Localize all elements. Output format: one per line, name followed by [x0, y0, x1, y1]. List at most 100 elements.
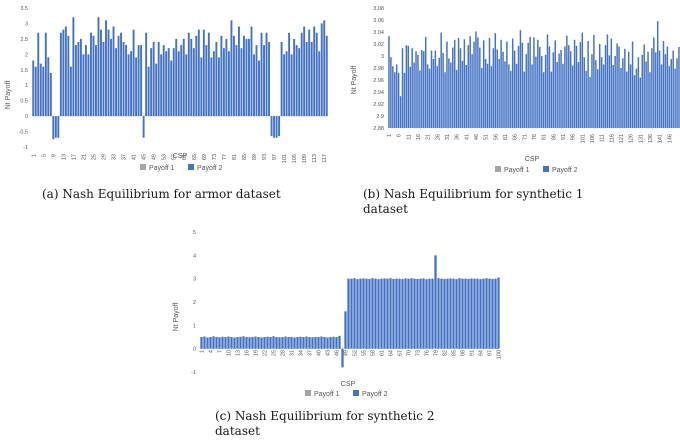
x-tick-label: 29 [101, 154, 107, 160]
x-tick-label: 146 [667, 134, 673, 143]
bar-payoff-2 [280, 41, 283, 117]
bar-payoff-2 [313, 26, 316, 117]
bar-payoff-2 [356, 279, 359, 349]
bars [200, 255, 500, 368]
bar-payoff-2 [170, 60, 173, 117]
bar-payoff-2 [585, 71, 587, 128]
bar-payoff-2 [298, 48, 301, 117]
bar-payoff-2 [442, 53, 444, 128]
x-tick-label: 49 [344, 350, 350, 356]
bar-payoff-2 [187, 32, 190, 117]
caption-a: (a) Nash Equilibrium for armor dataset [42, 187, 281, 201]
bar-payoff-2 [620, 68, 622, 128]
x-tick-label: 121 [619, 134, 625, 143]
bar-payoff-2 [413, 62, 415, 128]
x-tick-label: 13 [61, 154, 67, 160]
bar-payoff-2 [401, 48, 404, 129]
y-tick-label: 2.94 [373, 90, 384, 96]
bar-payoff-2 [368, 278, 371, 349]
bar-payoff-2 [486, 63, 489, 128]
x-tick-label: 40 [317, 350, 323, 356]
bar-payoff-2 [614, 56, 616, 128]
bar-payoff-2 [207, 32, 210, 117]
bar-payoff-2 [633, 75, 636, 128]
bar-payoff-2 [235, 45, 238, 117]
bar-payoff-2 [338, 335, 341, 349]
bar-payoff-2 [72, 17, 75, 117]
bar-payoff-2 [450, 62, 452, 128]
bar-payoff-2 [497, 277, 500, 349]
bar-payoff-2 [308, 29, 311, 117]
bar-payoff-2 [554, 40, 556, 128]
bar-payoff-2 [455, 279, 458, 349]
bar-payoff-2 [295, 45, 298, 117]
legend-swatch-payoff-1 [140, 164, 146, 170]
bar-payoff-2 [467, 45, 469, 129]
bar-payoff-2 [160, 54, 163, 117]
bar-payoff-2 [398, 278, 401, 349]
bar-payoff-2 [87, 54, 90, 117]
bar-payoff-2 [458, 278, 461, 349]
bar-payoff-2 [521, 42, 524, 128]
x-tick-label: 106 [590, 134, 596, 143]
bar-payoff-2 [227, 336, 230, 349]
bar-payoff-2 [69, 66, 72, 117]
bar-payoff-2 [82, 54, 85, 117]
bar-payoff-2 [230, 20, 233, 117]
bar-payoff-2 [647, 51, 649, 128]
bar-payoff-2 [519, 30, 522, 129]
bar-payoff-2 [296, 337, 299, 349]
y-tick-label: 4 [193, 253, 196, 259]
bar-payoff-2 [332, 336, 335, 349]
bar-payoff-2 [268, 41, 271, 117]
bar-payoff-2 [496, 49, 498, 128]
chart-synthetic-1: Nt Payoff 3.083.063.043.0232.982.962.942… [351, 6, 680, 174]
x-tick-label: 101 [282, 154, 288, 163]
bar-payoff-2 [310, 41, 313, 117]
bar-payoff-2 [152, 41, 155, 117]
bar-payoff-2 [318, 51, 321, 117]
bar-payoff-2 [579, 42, 582, 129]
bar-payoff-2 [125, 45, 128, 117]
bar-payoff-2 [448, 58, 450, 128]
bar-payoff-2 [145, 32, 148, 117]
y-tick-label: 1.5 [20, 68, 28, 74]
bar-payoff-2 [140, 45, 143, 117]
bar-payoff-2 [210, 57, 213, 117]
bar-payoff-2 [62, 29, 65, 117]
bar-payoff-2 [481, 68, 483, 128]
bar-payoff-2 [377, 279, 380, 349]
bar-payoff-2 [431, 278, 434, 349]
x-tick-label: 69 [202, 154, 208, 160]
bar-payoff-2 [117, 35, 120, 117]
bar-payoff-2 [413, 278, 416, 349]
y-tick-label: -1 [23, 145, 28, 151]
bar-payoff-2 [488, 278, 491, 349]
bar-payoff-2 [475, 31, 477, 128]
bar-payoff-2 [320, 23, 323, 117]
x-tick-label: 93 [262, 154, 268, 160]
x-axis-label: CSP [341, 381, 356, 388]
y-tick-label: 2.98 [373, 66, 384, 72]
x-tick-label: 105 [292, 154, 298, 163]
legend: Payoff 1 Payoff 2 [140, 164, 223, 172]
bar-payoff-2 [353, 278, 356, 349]
x-tick-label: 6 [397, 134, 403, 137]
bar-payoff-2 [323, 337, 326, 349]
bar-payoff-2 [388, 36, 390, 129]
bar-payoff-2 [595, 60, 597, 129]
bar-payoff-2 [426, 64, 429, 128]
bar-payoff-2 [470, 278, 473, 349]
bar-payoff-2 [573, 39, 576, 128]
x-tick-label: 76 [532, 134, 538, 140]
bar-payoff-2 [540, 56, 543, 128]
bar-payoff-2 [383, 278, 386, 349]
x-tick-label: 34 [299, 350, 305, 356]
bar-payoff-2 [185, 54, 188, 117]
bar-payoff-2 [347, 278, 350, 349]
bar-payoff-2 [270, 116, 273, 137]
bar-payoff-2 [467, 278, 470, 349]
bar-payoff-2 [371, 278, 374, 349]
bar-payoff-2 [627, 51, 630, 128]
bar-payoff-2 [436, 66, 439, 128]
